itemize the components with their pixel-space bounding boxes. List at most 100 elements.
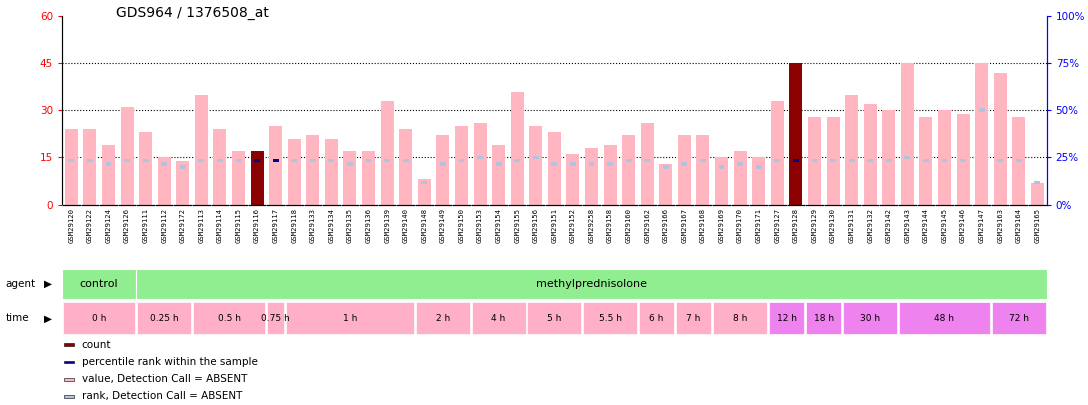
Text: 18 h: 18 h [814, 314, 833, 323]
Text: GSM29136: GSM29136 [366, 208, 372, 243]
Bar [570, 162, 576, 166]
Bar [421, 181, 428, 184]
Text: GSM29117: GSM29117 [273, 208, 279, 243]
Bar [567, 154, 580, 205]
Text: GSM29169: GSM29169 [718, 208, 725, 243]
Bar [325, 139, 338, 205]
Bar [715, 158, 728, 205]
Text: GSM29158: GSM29158 [607, 208, 613, 243]
Text: GSM29122: GSM29122 [87, 208, 92, 243]
Bar [904, 156, 911, 159]
Bar [180, 165, 186, 169]
Text: 30 h: 30 h [861, 314, 880, 323]
Bar [1035, 181, 1040, 184]
Text: 1 h: 1 h [343, 314, 357, 323]
Bar [718, 165, 725, 169]
Bar [843, 302, 898, 335]
Text: GSM29152: GSM29152 [570, 208, 576, 243]
Bar [622, 135, 635, 205]
Bar [344, 151, 357, 205]
Text: GSM29162: GSM29162 [644, 208, 651, 243]
Bar [418, 179, 431, 205]
Bar [158, 158, 171, 205]
Bar [752, 158, 765, 205]
Bar [455, 126, 468, 205]
Text: GSM29126: GSM29126 [124, 208, 131, 243]
Bar [676, 302, 712, 335]
Text: GSM29128: GSM29128 [793, 208, 799, 243]
Text: GSM29150: GSM29150 [458, 208, 465, 243]
Text: GSM29172: GSM29172 [180, 208, 186, 243]
Text: 0.25 h: 0.25 h [150, 314, 178, 323]
Text: GSM29139: GSM29139 [384, 208, 391, 243]
Text: GSM29146: GSM29146 [960, 208, 966, 243]
Text: 48 h: 48 h [935, 314, 954, 323]
Text: 4 h: 4 h [492, 314, 506, 323]
Bar [529, 126, 542, 205]
Bar [416, 302, 470, 335]
Bar [700, 159, 706, 162]
Bar [733, 151, 746, 205]
Bar [992, 302, 1046, 335]
Text: 72 h: 72 h [1009, 314, 1029, 323]
Text: 7 h: 7 h [687, 314, 701, 323]
Bar [64, 395, 74, 398]
Bar [492, 145, 505, 205]
Text: GSM29135: GSM29135 [347, 208, 353, 243]
Bar [923, 159, 929, 162]
Text: GSM29133: GSM29133 [310, 208, 316, 243]
Bar [121, 107, 134, 205]
Bar [659, 164, 672, 205]
Bar [87, 159, 92, 162]
Text: 0.5 h: 0.5 h [218, 314, 240, 323]
Text: control: control [79, 279, 119, 289]
Text: GSM29149: GSM29149 [440, 208, 446, 243]
Text: 0.75 h: 0.75 h [261, 314, 290, 323]
Bar [1012, 117, 1025, 205]
Bar [886, 159, 892, 162]
Text: GSM29166: GSM29166 [663, 208, 669, 243]
Text: 8 h: 8 h [733, 314, 747, 323]
Bar [366, 159, 371, 162]
Text: value, Detection Call = ABSENT: value, Detection Call = ABSENT [82, 374, 247, 384]
Bar [1016, 159, 1022, 162]
Bar [510, 92, 523, 205]
Text: GSM29113: GSM29113 [198, 208, 205, 243]
Bar [269, 126, 282, 205]
Bar [938, 111, 951, 205]
Text: methylprednisolone: methylprednisolone [536, 279, 647, 289]
Text: GSM29155: GSM29155 [515, 208, 520, 243]
Text: GSM29160: GSM29160 [626, 208, 632, 243]
Bar [738, 162, 743, 166]
Bar [329, 159, 334, 162]
Text: GSM29124: GSM29124 [106, 208, 111, 243]
Bar [583, 302, 636, 335]
Text: GSM29114: GSM29114 [217, 208, 223, 243]
Text: GSM29156: GSM29156 [533, 208, 539, 243]
Bar [641, 123, 654, 205]
Bar [307, 135, 319, 205]
Bar [941, 159, 948, 162]
Bar [217, 159, 223, 162]
Text: GSM29132: GSM29132 [867, 208, 874, 243]
Text: GSM29154: GSM29154 [496, 208, 502, 243]
Text: GSM29130: GSM29130 [830, 208, 836, 243]
Text: GSM29164: GSM29164 [1016, 208, 1022, 243]
Bar [139, 132, 152, 205]
Bar [867, 159, 873, 162]
Bar [830, 159, 836, 162]
Bar [362, 151, 375, 205]
Bar [790, 63, 802, 205]
Bar [472, 302, 526, 335]
Text: 2 h: 2 h [435, 314, 450, 323]
Bar [236, 159, 242, 162]
Bar [552, 162, 557, 166]
Bar [1030, 183, 1043, 205]
Text: count: count [82, 340, 111, 350]
Bar [84, 129, 97, 205]
Text: GSM29143: GSM29143 [904, 208, 911, 243]
Bar [213, 129, 226, 205]
Bar [473, 123, 486, 205]
Bar [250, 151, 263, 205]
Bar [69, 159, 74, 162]
